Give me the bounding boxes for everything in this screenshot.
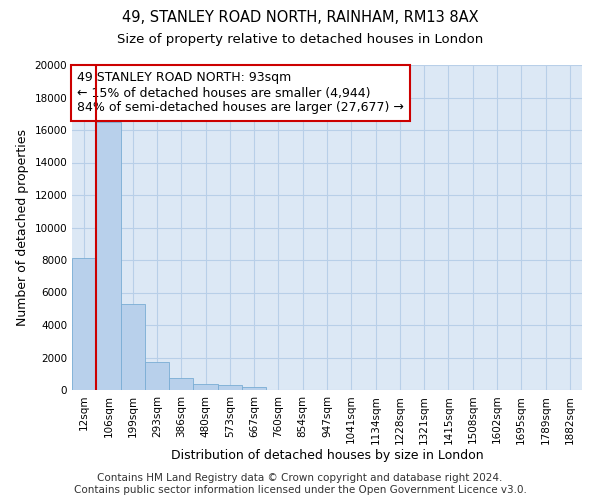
Text: Contains HM Land Registry data © Crown copyright and database right 2024.
Contai: Contains HM Land Registry data © Crown c… xyxy=(74,474,526,495)
Bar xyxy=(96,122,121,390)
Bar xyxy=(169,378,193,390)
Text: Size of property relative to detached houses in London: Size of property relative to detached ho… xyxy=(117,32,483,46)
Bar xyxy=(145,362,169,390)
Bar xyxy=(218,386,242,390)
Bar xyxy=(242,387,266,390)
Bar xyxy=(121,304,145,390)
Bar xyxy=(72,258,96,390)
Y-axis label: Number of detached properties: Number of detached properties xyxy=(16,129,29,326)
Bar xyxy=(193,384,218,390)
Text: 49, STANLEY ROAD NORTH, RAINHAM, RM13 8AX: 49, STANLEY ROAD NORTH, RAINHAM, RM13 8A… xyxy=(122,10,478,25)
Text: 49 STANLEY ROAD NORTH: 93sqm
← 15% of detached houses are smaller (4,944)
84% of: 49 STANLEY ROAD NORTH: 93sqm ← 15% of de… xyxy=(77,72,404,114)
X-axis label: Distribution of detached houses by size in London: Distribution of detached houses by size … xyxy=(170,449,484,462)
